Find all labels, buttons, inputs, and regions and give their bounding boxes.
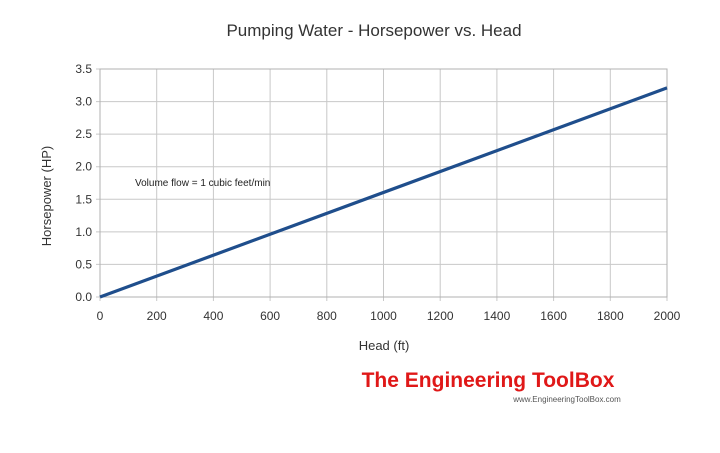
- x-tick-label: 2000: [654, 309, 681, 323]
- logo-url: www.EngineeringToolBox.com: [512, 395, 621, 404]
- y-tick-labels: 0.0 0.5 1.0 1.5 2.0 2.5 3.0 3.5: [75, 62, 92, 304]
- x-tick-label: 1600: [540, 309, 567, 323]
- x-tick-label: 1000: [370, 309, 397, 323]
- y-tick-label: 3.5: [75, 62, 92, 76]
- x-tick-labels: 0 200 400 600 800 1000 1200 1400 1600 1800 2000: [97, 309, 681, 323]
- x-tick-label: 200: [147, 309, 167, 323]
- y-tick-label: 0.5: [75, 257, 92, 271]
- x-tick-label: 800: [317, 309, 337, 323]
- chart-title: Pumping Water - Horsepower vs. Head: [226, 21, 521, 40]
- y-axis-label: Horsepower (HP): [39, 146, 54, 246]
- x-axis-label: Head (ft): [359, 338, 410, 353]
- y-tick-label: 3.0: [75, 95, 92, 109]
- x-tick-label: 400: [203, 309, 223, 323]
- x-tick-label: 600: [260, 309, 280, 323]
- annotation: Volume flow = 1 cubic feet/min: [135, 178, 270, 189]
- x-tick-label: 1200: [427, 309, 454, 323]
- y-tick-label: 2.5: [75, 127, 92, 141]
- y-tick-label: 1.0: [75, 225, 92, 239]
- x-tick-label: 1400: [484, 309, 511, 323]
- series-line: [99, 86, 668, 299]
- x-tick-label: 0: [97, 309, 104, 323]
- y-tick-label: 2.0: [75, 160, 92, 174]
- x-tick-label: 1800: [597, 309, 624, 323]
- series: [99, 86, 668, 299]
- y-tick-label: 1.5: [75, 192, 92, 206]
- plot-area-border: [99, 68, 668, 298]
- y-tick-label: 0.0: [75, 290, 92, 304]
- axes: [99, 68, 668, 298]
- engineering-toolbox-logo: The Engineering ToolBox: [362, 369, 615, 392]
